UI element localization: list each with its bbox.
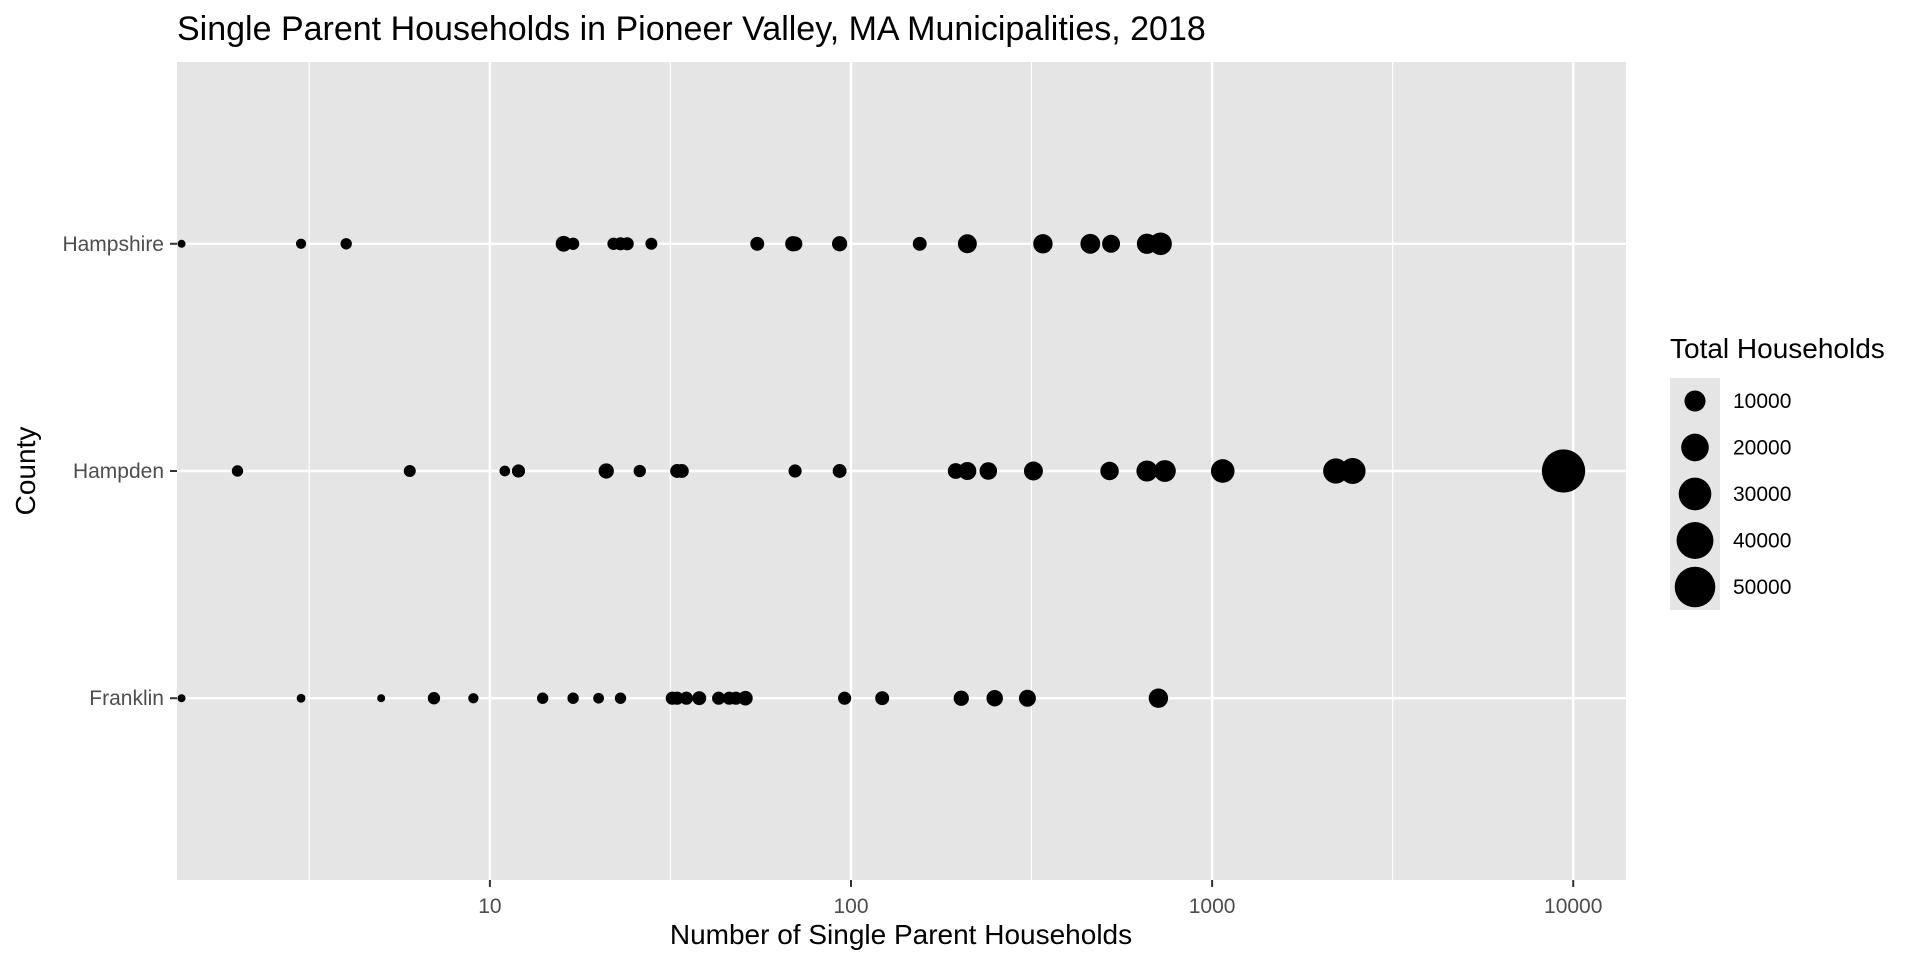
x-tick-label-2: 1000	[1189, 895, 1236, 918]
point-hampshire-0	[177, 239, 186, 248]
data-points	[177, 232, 1586, 708]
point-hampshire-3	[555, 235, 572, 252]
legend-title: Total Households	[1670, 333, 1885, 364]
legend-key-30000	[1678, 477, 1712, 511]
point-franklin-16	[738, 690, 753, 706]
point-hampshire-12	[831, 236, 848, 252]
y-axis-title: County	[10, 427, 41, 516]
point-hampden-2	[499, 465, 511, 477]
point-hampden-8	[788, 464, 802, 478]
x-tick-label-0: 10	[478, 895, 501, 918]
point-franklin-21	[1018, 689, 1036, 707]
point-franklin-6	[567, 692, 579, 704]
point-franklin-22	[1148, 688, 1169, 708]
point-hampden-0	[231, 465, 244, 477]
point-hampshire-14	[957, 234, 977, 254]
point-franklin-8	[614, 692, 627, 704]
point-franklin-19	[953, 690, 969, 706]
point-hampden-7	[674, 464, 689, 478]
point-franklin-10	[670, 691, 684, 705]
point-franklin-3	[427, 692, 441, 705]
point-hampshire-8	[645, 237, 658, 250]
x-axis-title: Number of Single Parent Households	[670, 919, 1132, 950]
point-franklin-0	[177, 694, 186, 703]
y-tick-label-hampden: Hampden	[73, 460, 164, 483]
legend-label-20000: 20000	[1733, 437, 1791, 460]
point-hampshire-9	[750, 236, 765, 251]
legend-key-10000	[1684, 390, 1706, 412]
legend-key-20000	[1681, 433, 1709, 462]
legend-label-50000: 50000	[1733, 576, 1791, 599]
point-franklin-13	[712, 691, 726, 705]
point-franklin-2	[377, 694, 386, 703]
point-hampshire-1	[295, 238, 307, 249]
point-hampshire-7	[620, 237, 634, 251]
point-franklin-20	[986, 690, 1003, 707]
point-franklin-12	[692, 691, 707, 706]
point-hampshire-11	[787, 236, 803, 252]
point-hampshire-13	[912, 236, 927, 251]
point-hampden-9	[832, 464, 847, 478]
y-tick-label-franklin: Franklin	[89, 687, 164, 710]
chart-title: Single Parent Households in Pioneer Vall…	[177, 10, 1206, 48]
point-franklin-1	[296, 693, 306, 703]
point-hampshire-16	[1080, 233, 1101, 254]
point-hampden-5	[633, 464, 646, 478]
point-hampshire-19	[1149, 232, 1172, 256]
legend-key-50000	[1674, 566, 1716, 608]
point-franklin-11	[679, 691, 693, 705]
x-axis: 10 100 1000 10000	[478, 880, 1602, 918]
y-tick-label-hampshire: Hampshire	[62, 233, 164, 256]
point-hampshire-2	[340, 238, 352, 250]
point-hampden-19	[1339, 458, 1366, 484]
point-hampshire-4	[566, 237, 580, 250]
major-gridlines	[177, 62, 1626, 880]
point-hampden-1	[403, 465, 416, 477]
point-franklin-4	[468, 693, 479, 704]
point-hampshire-15	[1033, 234, 1053, 254]
y-axis: Franklin Hampden Hampshire	[62, 233, 177, 710]
point-franklin-7	[593, 692, 604, 704]
point-franklin-17	[838, 691, 852, 705]
point-hampden-12	[979, 462, 998, 480]
point-hampden-20	[1541, 449, 1586, 493]
x-tick-label-1: 100	[833, 895, 868, 918]
point-hampden-17	[1210, 459, 1235, 483]
point-hampden-15	[1136, 460, 1158, 482]
size-legend: Total Households 10000 20000 30000 40000 500…	[1670, 333, 1885, 610]
point-hampden-14	[1100, 461, 1119, 481]
legend-label-40000: 40000	[1733, 530, 1791, 553]
point-franklin-5	[536, 692, 549, 704]
point-hampden-4	[598, 463, 614, 479]
point-hampden-3	[511, 464, 526, 478]
point-franklin-18	[875, 691, 890, 706]
legend-key-40000	[1676, 522, 1714, 559]
point-hampden-16	[1153, 460, 1176, 482]
x-tick-label-3: 10000	[1544, 895, 1602, 918]
point-hampshire-17	[1102, 234, 1121, 253]
point-hampden-11	[958, 461, 977, 481]
point-hampden-13	[1023, 461, 1043, 481]
legend-label-30000: 30000	[1733, 483, 1791, 506]
legend-label-10000: 10000	[1733, 390, 1791, 413]
